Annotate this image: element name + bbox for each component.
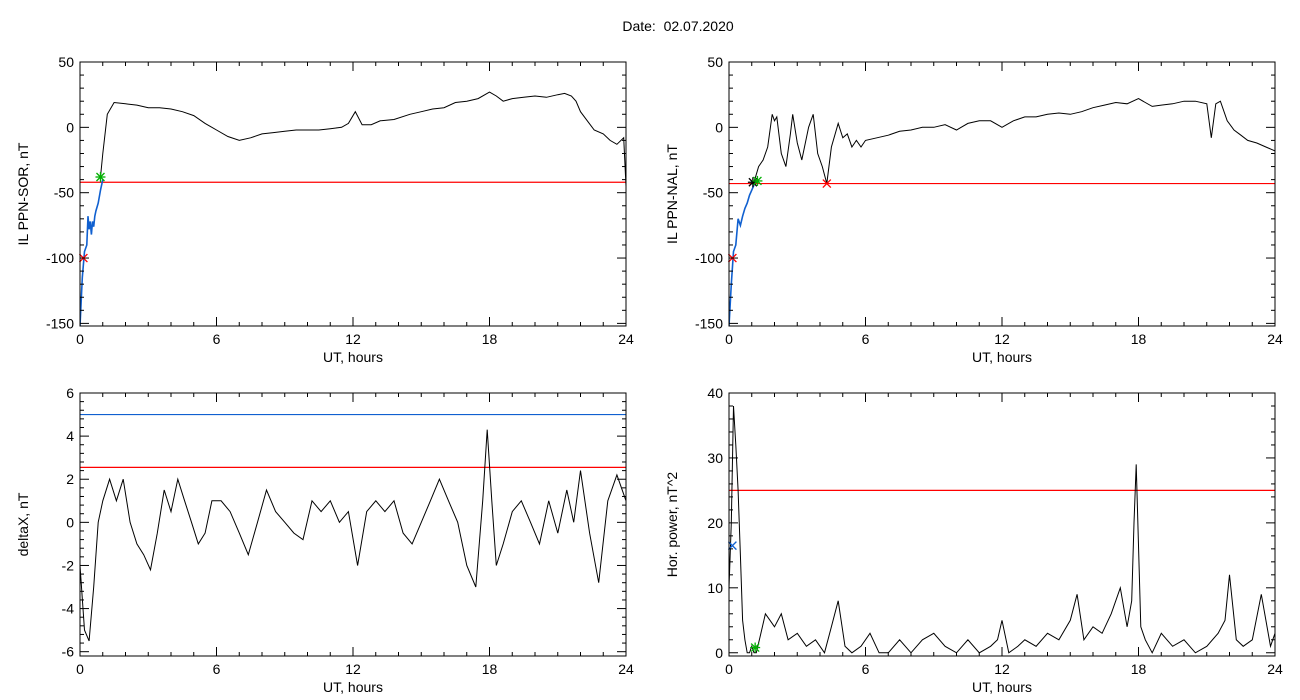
marker-star-2 xyxy=(750,642,761,653)
x-tick-label: 6 xyxy=(862,661,870,677)
y-tick-label: -150 xyxy=(46,315,74,331)
x-tick-label: 18 xyxy=(1131,661,1147,677)
y-axis-label: Hor. power, nT^2 xyxy=(664,472,680,578)
date-label: Date: xyxy=(622,18,656,34)
x-tick-label: 12 xyxy=(994,661,1010,677)
y-axis-label: deltaX, nT xyxy=(15,492,31,556)
y-tick-label: -150 xyxy=(695,315,723,331)
x-axis-label: UT, hours xyxy=(972,349,1032,365)
date-title: Date: 02.07.2020 xyxy=(0,18,1300,34)
chart-panel-3: 0 6 12 18 24 6 4 2 0 -2 -4 -6 UT, hours deltaX, nT xyxy=(15,385,634,695)
y-tick-label: 20 xyxy=(707,515,723,531)
marker-cross-1 xyxy=(727,541,737,551)
x-tick-label: 12 xyxy=(345,661,361,677)
x-tick-label: 6 xyxy=(862,331,870,347)
x-tick-label: 24 xyxy=(1267,661,1283,677)
series-line-2 xyxy=(80,179,104,326)
marker-star-2 xyxy=(95,172,106,183)
x-axis-label: UT, hours xyxy=(323,349,383,365)
y-tick-label: 50 xyxy=(707,54,723,70)
x-tick-label: 12 xyxy=(345,331,361,347)
x-tick-label: 0 xyxy=(76,661,84,677)
series-line-1 xyxy=(753,98,1275,184)
date-value: 02.07.2020 xyxy=(663,18,734,34)
x-axis-label: UT, hours xyxy=(972,679,1032,695)
y-axis-label: IL PPN-SOR, nT xyxy=(15,142,31,245)
y-tick-label: 0 xyxy=(715,119,723,135)
y-tick-label: 4 xyxy=(66,428,74,444)
y-tick-label: 6 xyxy=(66,385,74,401)
x-tick-label: 24 xyxy=(1267,331,1283,347)
y-tick-label: 0 xyxy=(66,514,74,530)
y-tick-label: -4 xyxy=(62,601,75,617)
y-tick-label: 10 xyxy=(707,580,723,596)
chart-panel-2: 0 6 12 18 24 50 0 -50 -100 -150 UT, hours IL PPN-NA… xyxy=(664,54,1283,365)
marker-star-3 xyxy=(752,175,763,186)
y-axis-label: IL PPN-NAL, nT xyxy=(664,144,680,244)
y-tick-label: 2 xyxy=(66,471,74,487)
y-tick-label: 0 xyxy=(715,645,723,661)
y-tick-label: -100 xyxy=(695,250,723,266)
marker-cross-4 xyxy=(822,179,832,189)
y-tick-label: 30 xyxy=(707,450,723,466)
x-tick-label: 6 xyxy=(213,661,221,677)
x-tick-label: 18 xyxy=(482,331,498,347)
x-tick-label: 18 xyxy=(1131,331,1147,347)
plot-frame xyxy=(728,392,1276,657)
y-tick-label: -50 xyxy=(54,185,74,201)
x-tick-label: 12 xyxy=(994,331,1010,347)
y-tick-label: -100 xyxy=(46,250,74,266)
series-line-1 xyxy=(100,91,626,187)
x-tick-label: 0 xyxy=(76,331,84,347)
series-line-1 xyxy=(729,405,1275,654)
plot-frame xyxy=(79,61,627,327)
chart-panel-1: 0 6 12 18 24 50 0 -50 -100 -150 UT, hours IL PPN-SO… xyxy=(15,54,634,365)
y-tick-label: 40 xyxy=(707,385,723,401)
x-tick-label: 0 xyxy=(725,661,733,677)
x-tick-label: 24 xyxy=(618,331,634,347)
x-tick-label: 18 xyxy=(482,661,498,677)
y-tick-label: -2 xyxy=(62,557,75,573)
x-axis-label: UT, hours xyxy=(323,679,383,695)
y-tick-label: -50 xyxy=(703,185,723,201)
y-tick-label: 50 xyxy=(58,54,74,70)
series-line-1 xyxy=(80,429,626,642)
x-tick-label: 6 xyxy=(213,331,221,347)
x-tick-label: 0 xyxy=(725,331,733,347)
y-tick-label: 0 xyxy=(66,119,74,135)
chart-panel-4: 0 6 12 18 24 40 30 20 10 0 UT, hours Hor. power, nT… xyxy=(664,385,1283,695)
x-tick-label: 24 xyxy=(618,661,634,677)
y-tick-label: -6 xyxy=(62,644,75,660)
